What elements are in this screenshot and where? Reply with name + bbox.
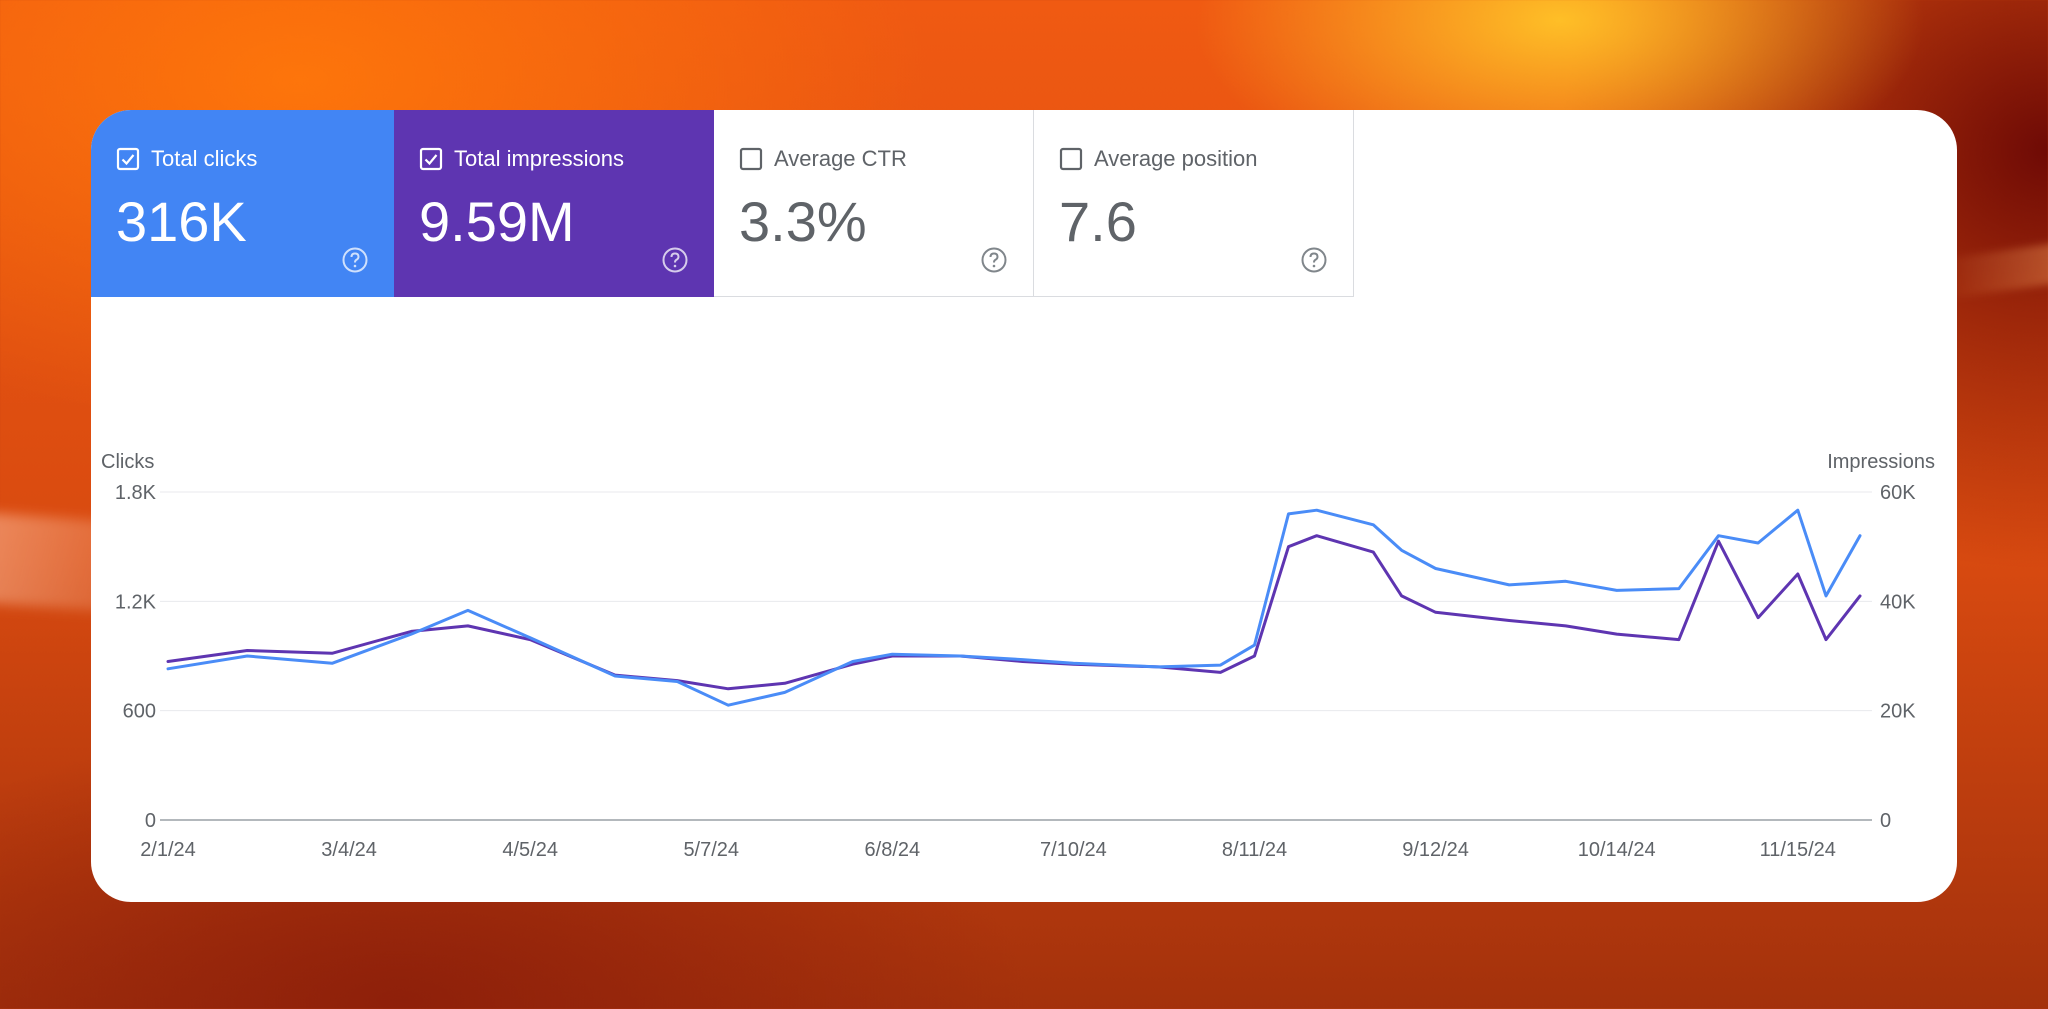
y-right-tick-label: 40K bbox=[1880, 591, 1916, 613]
checkbox-unchecked-icon[interactable] bbox=[739, 147, 763, 171]
x-tick-label: 9/12/24 bbox=[1402, 839, 1469, 861]
metric-value: 9.59M bbox=[419, 190, 575, 253]
y-left-tick-label: 600 bbox=[123, 701, 156, 723]
metric-average-ctr[interactable]: Average CTR 3.3% bbox=[714, 110, 1034, 297]
metric-label: Total impressions bbox=[454, 146, 624, 171]
x-tick-label: 5/7/24 bbox=[683, 839, 739, 861]
metric-label: Total clicks bbox=[151, 146, 258, 171]
checkbox-checked-icon[interactable] bbox=[419, 147, 443, 171]
y-left-tick-label: 1.2K bbox=[115, 591, 157, 613]
metric-average-position[interactable]: Average position 7.6 bbox=[1034, 110, 1354, 297]
performance-card: Total clicks 316K Total impressions 9.59… bbox=[91, 110, 1957, 902]
x-tick-label: 2/1/24 bbox=[140, 839, 196, 861]
help-circle-icon[interactable] bbox=[661, 246, 689, 274]
y-right-tick-label: 60K bbox=[1880, 482, 1916, 504]
x-tick-label: 7/10/24 bbox=[1040, 839, 1107, 861]
x-tick-label: 6/8/24 bbox=[865, 839, 921, 861]
y-right-tick-label: 20K bbox=[1880, 701, 1916, 723]
clicks-series-line bbox=[166, 508, 1862, 707]
help-circle-icon[interactable] bbox=[980, 246, 1008, 274]
metric-tabs: Total clicks 316K Total impressions 9.59… bbox=[91, 110, 1354, 297]
help-circle-icon[interactable] bbox=[341, 246, 369, 274]
y-left-tick-label: 0 bbox=[145, 810, 156, 832]
y-right-axis-label: Impressions bbox=[1827, 451, 1935, 473]
help-circle-icon[interactable] bbox=[1300, 246, 1328, 274]
metric-value: 7.6 bbox=[1059, 190, 1137, 253]
x-tick-label: 4/5/24 bbox=[502, 839, 558, 861]
x-tick-label: 3/4/24 bbox=[321, 839, 377, 861]
x-tick-label: 11/15/24 bbox=[1760, 839, 1836, 861]
metric-value: 3.3% bbox=[739, 190, 867, 253]
y-left-tick-label: 1.8K bbox=[115, 482, 157, 504]
metric-value: 316K bbox=[116, 190, 247, 253]
y-right-tick-label: 0 bbox=[1880, 810, 1891, 832]
checkbox-unchecked-icon[interactable] bbox=[1059, 147, 1083, 171]
metric-total-clicks[interactable]: Total clicks 316K bbox=[91, 110, 394, 297]
impressions-series-line bbox=[166, 534, 1862, 691]
metric-label: Average CTR bbox=[774, 146, 907, 171]
checkbox-checked-icon[interactable] bbox=[116, 147, 140, 171]
metric-total-impressions[interactable]: Total impressions 9.59M bbox=[394, 110, 714, 297]
x-tick-label: 8/11/24 bbox=[1222, 839, 1287, 861]
x-tick-label: 10/14/24 bbox=[1578, 839, 1656, 861]
performance-chart-svg[interactable]: 0 600 1.2K 1.8K 0 20K 40K 60K Clicks Impressions 2… bbox=[91, 310, 1957, 890]
performance-chart[interactable]: 0 600 1.2K 1.8K 0 20K 40K 60K Clicks Impressions 2… bbox=[91, 310, 1957, 890]
metric-label: Average position bbox=[1094, 146, 1258, 171]
y-left-axis-label: Clicks bbox=[101, 451, 154, 473]
